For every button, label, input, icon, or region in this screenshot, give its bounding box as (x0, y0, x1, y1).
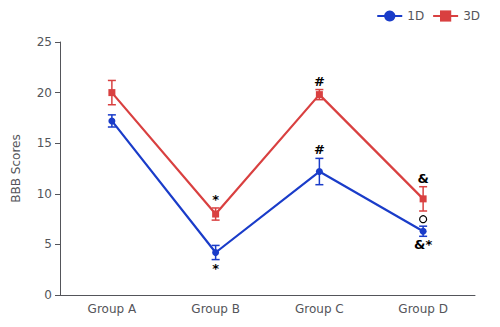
svg-text:5: 5 (44, 237, 52, 251)
svg-text:3D: 3D (463, 9, 480, 23)
svg-text:&: & (417, 171, 428, 186)
svg-text:15: 15 (37, 136, 52, 150)
svg-text:&*: &* (414, 237, 432, 252)
svg-text:0: 0 (44, 288, 52, 302)
svg-text:#: # (314, 142, 325, 157)
svg-text:10: 10 (37, 187, 52, 201)
svg-text:*: * (212, 192, 219, 207)
svg-text:Group D: Group D (398, 302, 448, 316)
svg-text:BBB Scores: BBB Scores (9, 134, 23, 202)
svg-text:Group B: Group B (191, 302, 240, 316)
svg-text:Group A: Group A (88, 302, 137, 316)
svg-text:20: 20 (37, 86, 52, 100)
svg-text:25: 25 (37, 35, 52, 49)
svg-text:#: # (314, 74, 325, 89)
svg-text:*: * (212, 261, 219, 276)
svg-text:Group C: Group C (295, 302, 344, 316)
svg-text:1D: 1D (407, 9, 424, 23)
